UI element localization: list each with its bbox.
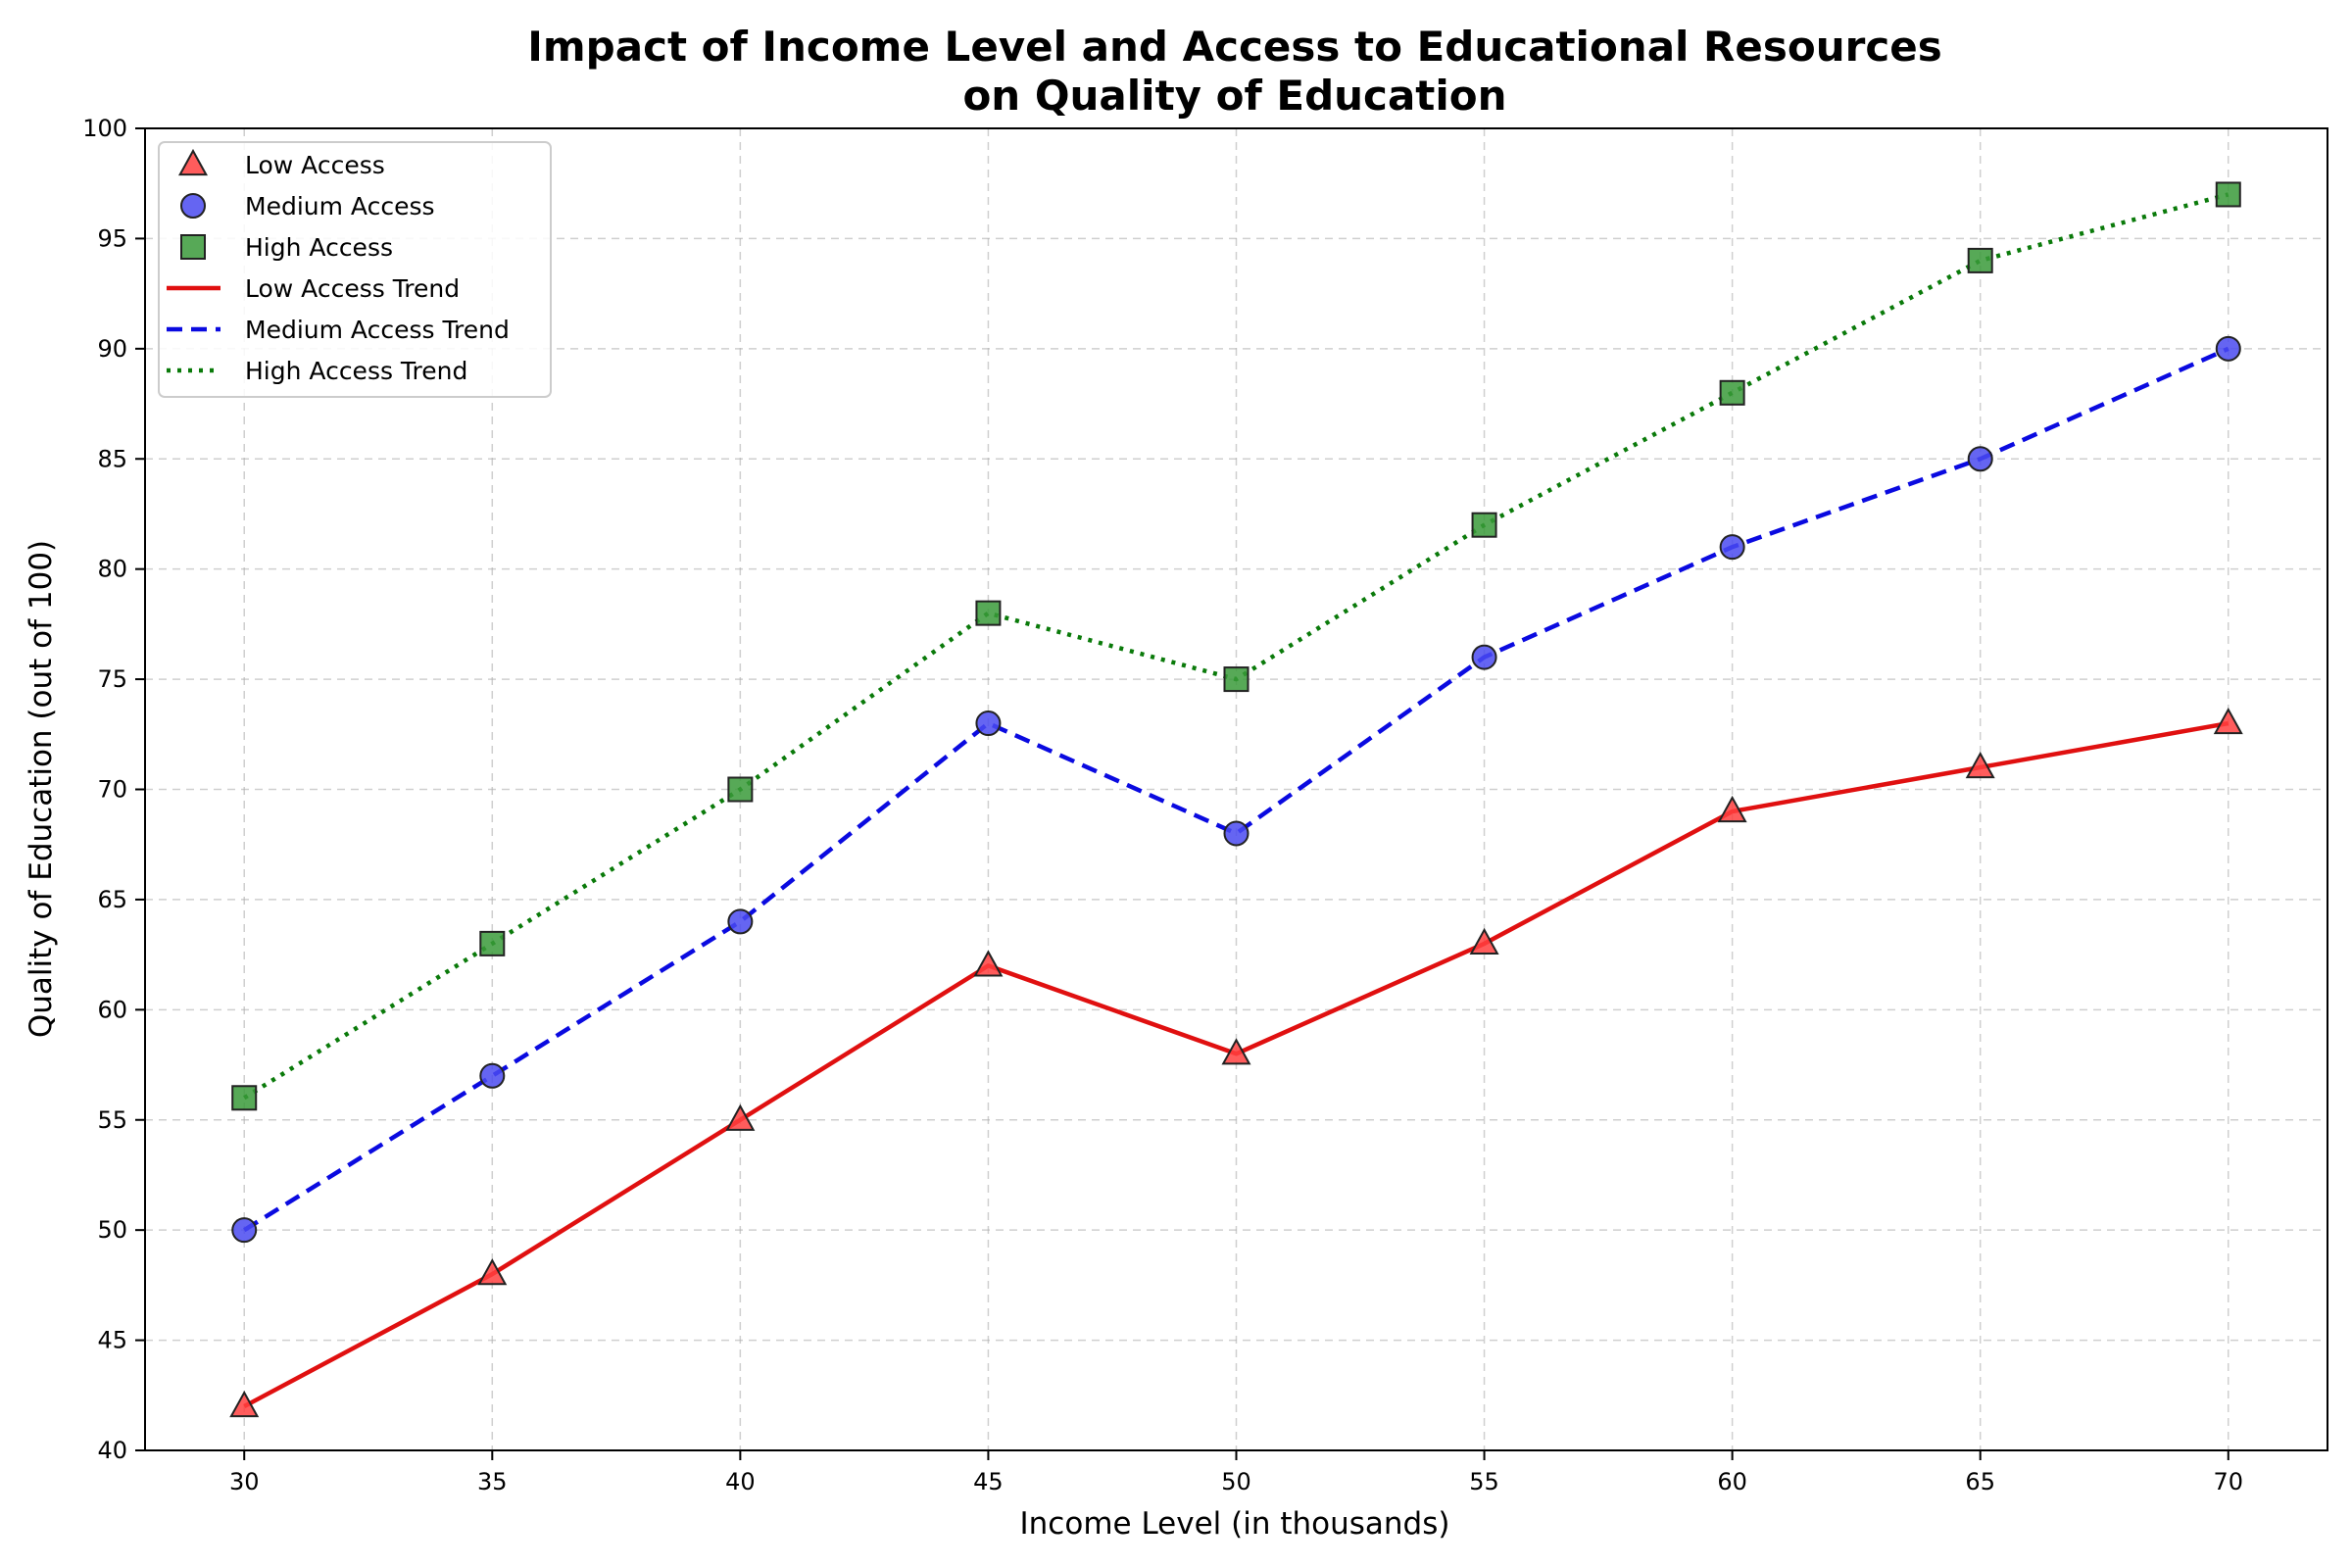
y-axis-label: Quality of Education (out of 100): [24, 540, 59, 1038]
data-points: [229, 181, 2243, 1418]
y-tick-label: 40: [97, 1437, 127, 1464]
y-tick-label: 80: [97, 556, 127, 583]
low-access-point: [477, 1258, 508, 1286]
medium-access-point: [1719, 534, 1745, 561]
medium-access-point: [1471, 644, 1497, 670]
y-tick-label: 85: [97, 445, 127, 472]
y-tick-label: 50: [97, 1216, 127, 1244]
medium-access-point: [975, 710, 1002, 737]
legend-label-high-access-trend: High Access Trend: [245, 357, 467, 385]
legend-label-high-access: High Access: [245, 233, 393, 262]
y-tick-label: 45: [97, 1327, 127, 1354]
x-tick-label: 65: [1965, 1468, 1995, 1495]
y-tick-label: 55: [97, 1106, 127, 1134]
x-axis-label: Income Level (in thousands): [1020, 1506, 1450, 1542]
y-tick-label: 95: [97, 224, 127, 252]
low-access-point: [973, 950, 1004, 977]
high-access-point: [1471, 512, 1497, 538]
y-tick-label: 100: [82, 115, 127, 142]
chart-title-line-2: on Quality of Education: [962, 72, 1506, 120]
chart-title-line-1: Impact of Income Level and Access to Edu…: [527, 23, 1941, 71]
legend-box: [158, 141, 552, 398]
x-tick-label: 35: [477, 1468, 508, 1495]
x-tick-label: 70: [2213, 1468, 2243, 1495]
high-access-point: [1967, 247, 1993, 273]
legend-label-medium-access: Medium Access: [245, 192, 435, 220]
medium-access-point: [479, 1062, 506, 1089]
medium-access-point: [231, 1217, 258, 1244]
x-tick-label: 45: [973, 1468, 1004, 1495]
low-access-point: [2213, 707, 2243, 735]
legend-items: Low Access Medium Access High Access Low Ac…: [167, 148, 510, 385]
low-access-point: [229, 1390, 260, 1418]
y-tick-label: 70: [97, 776, 127, 804]
legend-marker-high-access: [180, 234, 206, 260]
x-tick-label: 40: [725, 1468, 756, 1495]
medium-access-point: [1223, 820, 1250, 847]
y-tick-label: 75: [97, 665, 127, 693]
medium-access-trend-line: [243, 346, 2230, 1233]
high-access-point: [1223, 666, 1250, 693]
medium-access-point: [727, 908, 754, 935]
legend: Low Access Medium Access High Access Low Ac…: [158, 141, 552, 398]
low-access-point: [1717, 795, 1747, 823]
high-access-point: [975, 600, 1002, 626]
high-access-point: [231, 1085, 258, 1111]
low-access-point: [725, 1103, 756, 1131]
y-axis-ticks: 40 45 50 55 60 65 70 75 80 85 90 95 100: [82, 115, 145, 1464]
legend-label-low-access: Low Access: [245, 151, 385, 179]
x-tick-label: 30: [229, 1468, 260, 1495]
legend-label-medium-access-trend: Medium Access Trend: [245, 316, 510, 344]
x-tick-label: 60: [1717, 1468, 1747, 1495]
legend-marker-medium-access: [180, 193, 206, 219]
medium-access-point: [1967, 446, 1993, 472]
legend-label-low-access-trend: Low Access Trend: [245, 274, 460, 303]
y-tick-label: 60: [97, 996, 127, 1023]
high-access-point: [479, 930, 506, 956]
low-access-point: [1221, 1038, 1251, 1065]
x-tick-label: 55: [1469, 1468, 1499, 1495]
x-axis-ticks: 30 35 40 45 50 55 60 65 70: [229, 1450, 2243, 1495]
y-tick-label: 90: [97, 335, 127, 363]
high-access-point: [1719, 379, 1745, 406]
high-access-point: [2215, 181, 2241, 208]
low-access-point: [1965, 751, 1995, 779]
high-access-point: [727, 776, 754, 803]
low-access-point: [1469, 927, 1499, 955]
medium-access-point: [2215, 335, 2241, 362]
y-tick-label: 65: [97, 886, 127, 913]
x-tick-label: 50: [1221, 1468, 1251, 1495]
legend-marker-low-access: [178, 148, 208, 176]
